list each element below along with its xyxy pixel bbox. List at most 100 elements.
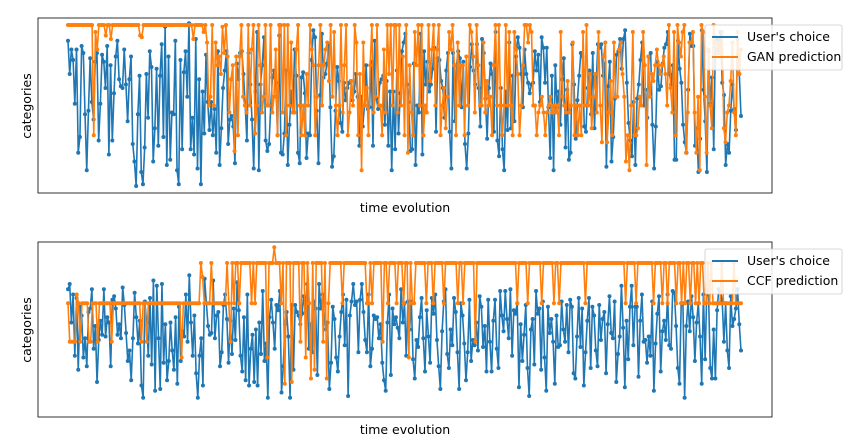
data-point-user-choice-bottom xyxy=(703,357,708,362)
data-point-user-choice-bottom xyxy=(648,353,653,358)
data-point-user-choice-bottom xyxy=(293,303,298,307)
data-point-user-choice-bottom xyxy=(83,336,88,341)
data-point-user-choice-bottom xyxy=(110,297,115,302)
data-point-user-choice-bottom xyxy=(530,317,535,321)
data-point-prediction-bottom xyxy=(223,301,228,306)
data-point-prediction-top xyxy=(682,23,687,27)
data-point-user-choice-top xyxy=(232,161,237,166)
data-point-user-choice-bottom xyxy=(118,336,123,341)
data-point-prediction-top xyxy=(661,54,666,59)
data-point-prediction-top xyxy=(241,94,246,99)
data-point-prediction-top xyxy=(733,133,738,138)
data-point-prediction-bottom xyxy=(672,261,677,265)
data-point-user-choice-bottom xyxy=(288,395,293,400)
data-point-prediction-top xyxy=(371,110,376,115)
data-point-user-choice-top xyxy=(74,47,79,52)
data-point-prediction-top xyxy=(280,110,285,115)
data-point-user-choice-bottom xyxy=(638,318,643,323)
data-point-user-choice-top xyxy=(296,150,301,155)
data-point-user-choice-bottom xyxy=(498,289,503,293)
data-point-user-choice-bottom xyxy=(272,346,277,351)
data-point-user-choice-top xyxy=(103,86,108,90)
data-point-prediction-top xyxy=(455,40,460,45)
data-point-prediction-bottom xyxy=(384,261,389,265)
data-point-user-choice-top xyxy=(152,126,157,131)
data-point-prediction-bottom xyxy=(197,301,202,306)
data-point-prediction-bottom xyxy=(368,261,373,265)
data-point-user-choice-bottom xyxy=(503,289,508,293)
data-point-user-choice-bottom xyxy=(255,383,260,388)
data-point-prediction-bottom xyxy=(461,301,466,306)
data-point-user-choice-bottom xyxy=(424,308,429,313)
series-line-user-choice-top xyxy=(67,22,742,187)
data-point-user-choice-bottom xyxy=(216,310,221,314)
data-point-user-choice-bottom xyxy=(593,348,598,353)
data-point-prediction-top xyxy=(548,94,553,99)
data-point-prediction-top xyxy=(201,30,206,34)
data-point-user-choice-top xyxy=(461,59,466,64)
data-point-user-choice-top xyxy=(135,112,140,117)
data-point-prediction-top xyxy=(247,103,252,108)
data-point-prediction-top xyxy=(352,23,357,27)
data-point-user-choice-top xyxy=(575,98,580,103)
data-point-prediction-bottom xyxy=(237,301,242,306)
data-point-user-choice-top xyxy=(573,136,578,141)
data-point-user-choice-top xyxy=(212,107,217,111)
data-point-prediction-top xyxy=(189,23,194,27)
data-point-prediction-top xyxy=(529,30,534,34)
data-point-user-choice-bottom xyxy=(383,388,388,393)
series-group-bottom xyxy=(66,245,743,400)
data-point-prediction-bottom xyxy=(399,261,404,265)
data-point-prediction-top xyxy=(345,133,350,138)
data-point-user-choice-bottom xyxy=(400,320,405,325)
data-point-prediction-top xyxy=(235,133,240,138)
data-point-user-choice-bottom xyxy=(124,331,129,335)
data-point-user-choice-top xyxy=(517,45,522,50)
data-point-prediction-bottom xyxy=(700,261,705,265)
data-point-user-choice-top xyxy=(727,150,732,155)
data-point-user-choice-bottom xyxy=(583,350,588,355)
data-point-user-choice-bottom xyxy=(612,299,617,304)
data-point-user-choice-bottom xyxy=(117,322,122,327)
data-point-prediction-bottom xyxy=(338,261,343,265)
data-point-user-choice-top xyxy=(98,101,103,106)
data-point-user-choice-bottom xyxy=(335,369,340,374)
data-point-user-choice-top xyxy=(69,47,74,52)
data-point-user-choice-bottom xyxy=(252,380,257,384)
data-point-prediction-bottom xyxy=(431,301,436,306)
data-point-user-choice-bottom xyxy=(501,329,506,334)
data-point-user-choice-bottom xyxy=(112,294,117,299)
data-point-prediction-bottom xyxy=(307,301,312,306)
data-point-user-choice-top xyxy=(178,58,183,62)
data-point-user-choice-bottom xyxy=(197,353,202,358)
data-point-user-choice-top xyxy=(120,86,125,90)
data-point-prediction-top xyxy=(596,30,601,34)
data-point-user-choice-bottom xyxy=(120,285,125,290)
data-point-prediction-bottom xyxy=(249,301,254,306)
data-point-user-choice-top xyxy=(84,168,89,173)
data-point-prediction-top xyxy=(527,23,532,27)
data-point-user-choice-top xyxy=(77,135,82,139)
data-point-user-choice-bottom xyxy=(687,329,692,334)
data-point-user-choice-top xyxy=(229,114,234,118)
data-point-user-choice-top xyxy=(551,168,556,173)
data-point-user-choice-top xyxy=(386,143,391,148)
data-point-prediction-top xyxy=(443,126,448,131)
data-point-user-choice-bottom xyxy=(692,359,697,363)
data-point-user-choice-top xyxy=(307,133,312,138)
data-point-user-choice-bottom xyxy=(511,308,516,313)
data-point-prediction-bottom xyxy=(207,301,212,306)
data-point-user-choice-top xyxy=(195,166,200,171)
data-point-prediction-top xyxy=(675,23,680,27)
data-point-user-choice-bottom xyxy=(639,292,644,297)
data-point-user-choice-bottom xyxy=(354,299,359,304)
data-point-prediction-top xyxy=(520,63,525,68)
data-point-user-choice-top xyxy=(650,122,655,127)
data-point-prediction-bottom xyxy=(225,261,230,265)
data-point-user-choice-bottom xyxy=(708,366,713,370)
data-point-user-choice-bottom xyxy=(165,378,170,383)
data-point-user-choice-bottom xyxy=(361,310,366,314)
data-point-prediction-top xyxy=(507,30,512,34)
data-point-user-choice-top xyxy=(207,128,212,132)
data-point-prediction-top xyxy=(560,94,565,99)
